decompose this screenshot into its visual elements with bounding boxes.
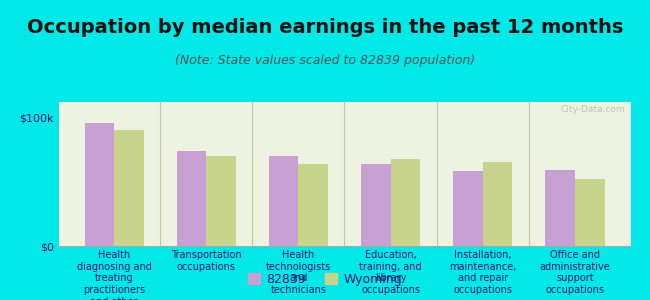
Bar (269, 156, 298, 246)
Bar (575, 179, 604, 246)
Bar (84, 123, 114, 246)
Bar (453, 171, 483, 246)
Text: City-Data.com: City-Data.com (560, 105, 625, 114)
Bar (206, 156, 236, 246)
Bar (298, 164, 328, 246)
Bar (361, 164, 391, 246)
Text: (Note: State values scaled to 82839 population): (Note: State values scaled to 82839 popu… (175, 54, 475, 67)
Text: Occupation by median earnings in the past 12 months: Occupation by median earnings in the pas… (27, 18, 623, 37)
Bar (391, 159, 420, 246)
Bar (114, 130, 144, 246)
Legend: 82839, Wyoming: 82839, Wyoming (242, 268, 408, 291)
Bar (177, 151, 206, 246)
Bar (545, 170, 575, 246)
Bar (483, 162, 512, 246)
